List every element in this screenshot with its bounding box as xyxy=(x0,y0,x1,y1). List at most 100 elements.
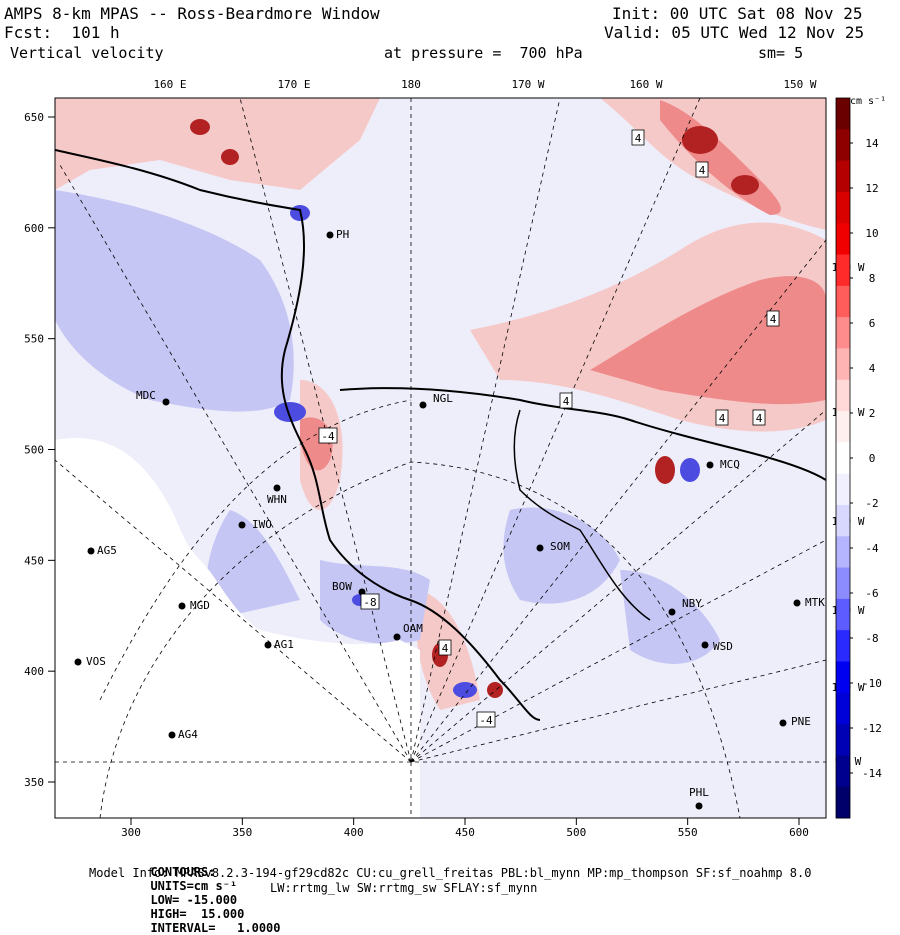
colorbar-swatch xyxy=(836,442,850,475)
station-label: AG5 xyxy=(97,544,117,557)
longitude-label-top: 170 W xyxy=(511,78,544,91)
y-tick-label: 400 xyxy=(24,665,44,678)
station-dot xyxy=(706,461,714,469)
colorbar-swatch xyxy=(836,598,850,631)
field-name: Vertical velocity xyxy=(10,44,164,62)
y-tick-label: 500 xyxy=(24,444,44,457)
coastline-ross-ice-shelf xyxy=(339,387,826,481)
contour-label: -4 xyxy=(479,714,493,727)
x-tick-label: 450 xyxy=(455,826,475,839)
station-dot xyxy=(168,731,176,739)
station-label: BOW xyxy=(332,580,352,593)
colorbar-swatch xyxy=(836,317,850,349)
masked-region xyxy=(55,438,420,818)
station-label: PHL xyxy=(689,786,709,799)
contour-label-box xyxy=(715,409,729,426)
station-dot xyxy=(536,544,544,552)
colorbar-swatch xyxy=(836,473,850,506)
contour-label-box xyxy=(476,711,496,728)
graticule xyxy=(55,98,826,818)
map-panel xyxy=(55,98,826,818)
forecast-hour: Fcst: 101 h xyxy=(4,23,120,42)
station-dot xyxy=(326,231,334,239)
colorbar-swatch xyxy=(836,223,850,256)
strong-negative-areas xyxy=(274,205,700,698)
colorbar-swatch xyxy=(836,191,850,224)
station-label: WHN xyxy=(267,493,287,506)
colorbar-swatch xyxy=(836,254,850,287)
colorbar-label: 10 xyxy=(865,227,878,240)
colorbar-label: -12 xyxy=(862,722,882,735)
units-label: UNITS=cm s⁻¹ xyxy=(150,879,238,893)
colorbar-swatch xyxy=(836,411,850,443)
colorbar-label: 12 xyxy=(865,182,878,195)
contour-label: -4 xyxy=(321,430,335,443)
contour-label: 4 xyxy=(770,313,777,326)
map-title: AMPS 8-km MPAS -- Ross-Beardmore Window xyxy=(4,4,380,23)
colorbar-swatch xyxy=(836,630,850,662)
station-label: WSD xyxy=(713,640,733,653)
station-markers: MDC NGL WHN IWO AG5 SOM BOW MGD NBY MTK AG1 OAM VOS W… xyxy=(74,228,825,810)
x-tick-label: 350 xyxy=(232,826,252,839)
station-dot xyxy=(87,547,95,555)
x-tick-label: 500 xyxy=(566,826,586,839)
colorbar-label: 2 xyxy=(869,407,876,420)
contour-label-box xyxy=(318,427,338,444)
station-dot xyxy=(793,599,801,607)
colorbar-swatch xyxy=(836,567,850,600)
station-label: MDC xyxy=(136,389,156,402)
x-tick-label: 600 xyxy=(789,826,809,839)
contour-label: 4 xyxy=(563,395,570,408)
station-label: AG1 xyxy=(274,638,294,651)
smoothing-value: sm= 5 xyxy=(758,44,804,62)
contour-label: -8 xyxy=(363,596,376,609)
station-dot xyxy=(74,658,82,666)
colorbar-units: cm s⁻¹ xyxy=(850,96,886,107)
footer-contours: CONTOURS: UNITS=cm s⁻¹ LOW= -15.000 HIGH… xyxy=(136,851,280,935)
station-dot xyxy=(701,641,709,649)
colorbar-swatch xyxy=(836,786,850,819)
y-tick-label: 550 xyxy=(24,333,44,346)
colorbar-swatch xyxy=(836,379,850,412)
contour-label-box xyxy=(559,392,573,409)
longitude-label-top: 160 W xyxy=(629,78,662,91)
contour-label: 4 xyxy=(756,412,763,425)
longitude-labels-top: 160 E 170 E 180 170 W 160 W 150 W xyxy=(153,78,816,91)
x-tick-label: 550 xyxy=(678,826,698,839)
x-axis: 300 350 400 450 500 550 600 xyxy=(121,818,809,839)
station-label: OAM xyxy=(403,622,423,635)
station-dot xyxy=(162,398,170,406)
colorbar-swatch xyxy=(836,98,850,130)
low-label: LOW= -15.000 xyxy=(150,893,238,907)
y-tick-label: 600 xyxy=(24,222,44,235)
colorbar-swatch xyxy=(836,160,850,193)
negative-velocity-areas xyxy=(55,190,720,664)
colorbar-swatch xyxy=(836,661,850,694)
colorbar-label: 4 xyxy=(869,362,876,375)
contour-labels: 4 4 4 4 4 4 -4 -8 4 -4 xyxy=(318,129,780,728)
coastline-west xyxy=(55,149,541,721)
colorbar-swatch xyxy=(836,504,850,537)
station-label: NBY xyxy=(682,597,702,610)
station-label: NGL xyxy=(433,392,453,405)
colorbar-label: -2 xyxy=(865,497,878,510)
colorbar-swatch xyxy=(836,348,850,381)
contour-label-box xyxy=(766,310,780,327)
station-label: MTK xyxy=(805,596,825,609)
model-info-2: LW:rrtmg_lw SW:rrtmg_sw SFLAY:sf_mynn xyxy=(270,881,538,895)
grounding-line xyxy=(513,409,651,621)
colorbar: 14 12 10 8 6 4 2 0 -2 -4 -6 -8 -10 -12 -14 xyxy=(835,97,882,819)
colorbar-label: 8 xyxy=(869,272,876,285)
colorbar-label: 6 xyxy=(869,317,876,330)
colorbar-label: -6 xyxy=(865,587,878,600)
valid-time: Valid: 05 UTC Wed 12 Nov 25 xyxy=(604,23,865,42)
map-frame xyxy=(54,97,827,819)
station-dot xyxy=(264,641,272,649)
colorbar-label: -8 xyxy=(865,632,878,645)
contour-label-box xyxy=(695,161,709,178)
contours-label: CONTOURS: xyxy=(150,865,216,879)
longitude-label-top: 170 E xyxy=(277,78,310,91)
contour-label: 4 xyxy=(635,132,642,145)
colorbar-label: -4 xyxy=(865,542,879,555)
station-dot xyxy=(419,401,427,409)
